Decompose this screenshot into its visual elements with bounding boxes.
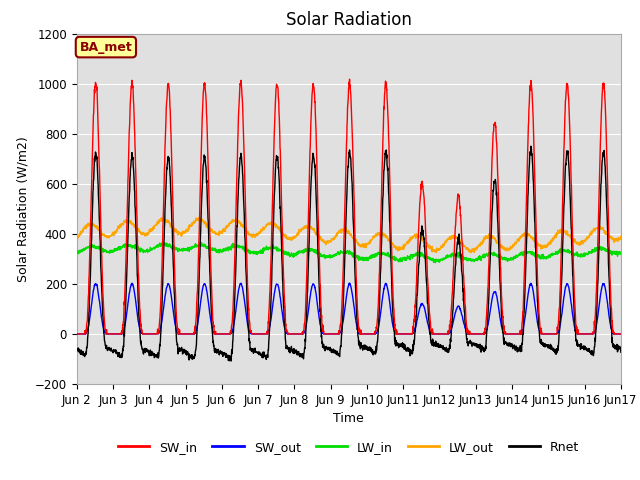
LW_out [411, 234, 419, 240]
SW_in [593, 263, 601, 268]
SW_in [511, 331, 518, 337]
Line: SW_out: SW_out [77, 283, 621, 334]
LW_in [73, 249, 81, 255]
SW_in [174, 331, 182, 337]
Title: Solar Radiation: Solar Radiation [286, 11, 412, 29]
LW_in [221, 248, 229, 254]
Line: SW_in: SW_in [77, 79, 621, 334]
SW_out [73, 331, 81, 337]
SW_in [221, 331, 229, 337]
SW_in [617, 331, 625, 337]
Rnet [593, 291, 601, 297]
LW_in [593, 245, 601, 251]
LW_in [617, 252, 625, 257]
SW_out [511, 331, 518, 337]
LW_in [175, 247, 182, 252]
Rnet [221, 351, 229, 357]
LW_out [221, 228, 229, 234]
SW_out [346, 280, 353, 286]
Rnet [411, 331, 419, 336]
LW_out [617, 233, 625, 239]
SW_out [617, 331, 625, 337]
Rnet [73, 346, 81, 351]
X-axis label: Time: Time [333, 412, 364, 425]
LW_in [511, 255, 518, 261]
SW_out [593, 317, 601, 323]
Rnet [527, 144, 535, 149]
LW_out [467, 250, 474, 255]
LW_in [411, 252, 419, 257]
SW_out [411, 326, 419, 332]
LW_in [355, 255, 362, 261]
Legend: SW_in, SW_out, LW_in, LW_out, Rnet: SW_in, SW_out, LW_in, LW_out, Rnet [113, 436, 584, 459]
Text: BA_met: BA_met [79, 41, 132, 54]
Rnet [355, 334, 362, 339]
SW_out [221, 331, 229, 337]
LW_out [174, 228, 182, 234]
Y-axis label: Solar Radiation (W/m2): Solar Radiation (W/m2) [17, 136, 29, 282]
LW_in [159, 240, 166, 245]
SW_in [355, 316, 362, 322]
Line: LW_out: LW_out [77, 218, 621, 252]
SW_out [174, 331, 182, 337]
SW_out [355, 328, 362, 334]
LW_in [431, 260, 439, 265]
LW_out [355, 240, 362, 246]
SW_in [411, 309, 419, 314]
LW_out [593, 226, 601, 231]
LW_out [511, 242, 518, 248]
Rnet [511, 342, 518, 348]
LW_out [73, 235, 81, 240]
Rnet [174, 351, 182, 357]
LW_out [195, 215, 202, 221]
Line: Rnet: Rnet [77, 146, 621, 361]
Line: LW_in: LW_in [77, 242, 621, 263]
Rnet [617, 349, 625, 355]
SW_in [73, 331, 81, 337]
Rnet [227, 358, 235, 364]
SW_in [346, 76, 353, 82]
